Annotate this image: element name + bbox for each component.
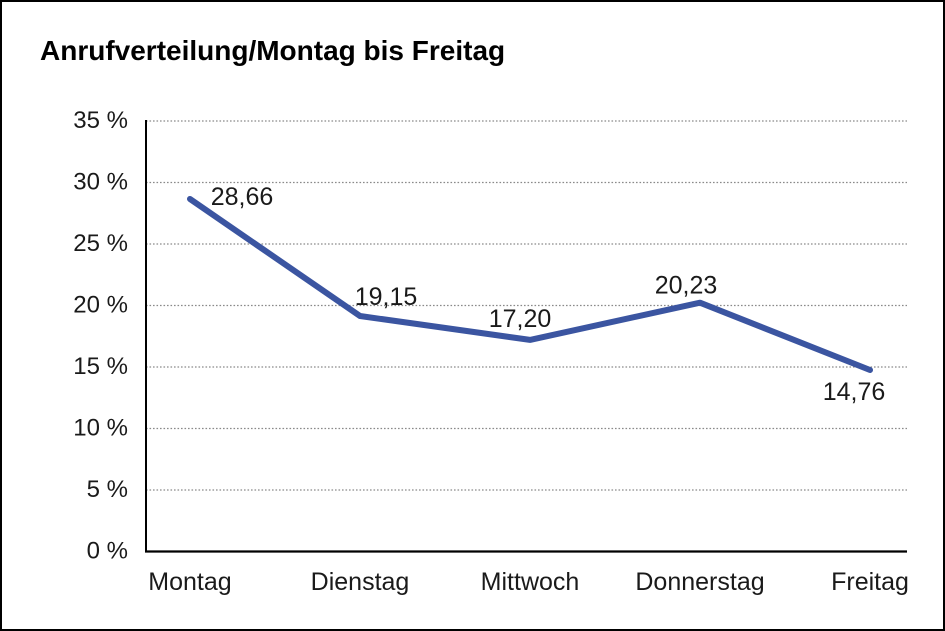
point-label: 20,23	[655, 272, 718, 300]
y-tick-label: 20 %	[73, 292, 128, 319]
x-category-label: Mittwoch	[481, 568, 580, 596]
y-tick-label: 15 %	[73, 353, 128, 380]
x-category-label: Donnerstag	[635, 568, 764, 596]
point-label: 17,20	[489, 305, 552, 333]
y-tick-label: 25 %	[73, 230, 128, 257]
y-tick-label: 5 %	[87, 476, 128, 503]
y-tick-label: 0 %	[87, 538, 128, 565]
x-category-label: Freitag	[831, 568, 909, 596]
point-label: 14,76	[823, 378, 886, 406]
series-line	[187, 196, 873, 373]
point-label: 28,66	[211, 183, 274, 211]
chart-title: Anrufverteilung/Montag bis Freitag	[40, 35, 506, 66]
x-category-label: Montag	[148, 568, 231, 596]
y-tick-label: 30 %	[73, 169, 128, 196]
y-tick-label: 10 %	[73, 415, 128, 442]
point-label: 19,15	[355, 283, 418, 311]
x-category-label: Dienstag	[311, 568, 410, 596]
y-tick-label: 35 %	[73, 107, 128, 134]
